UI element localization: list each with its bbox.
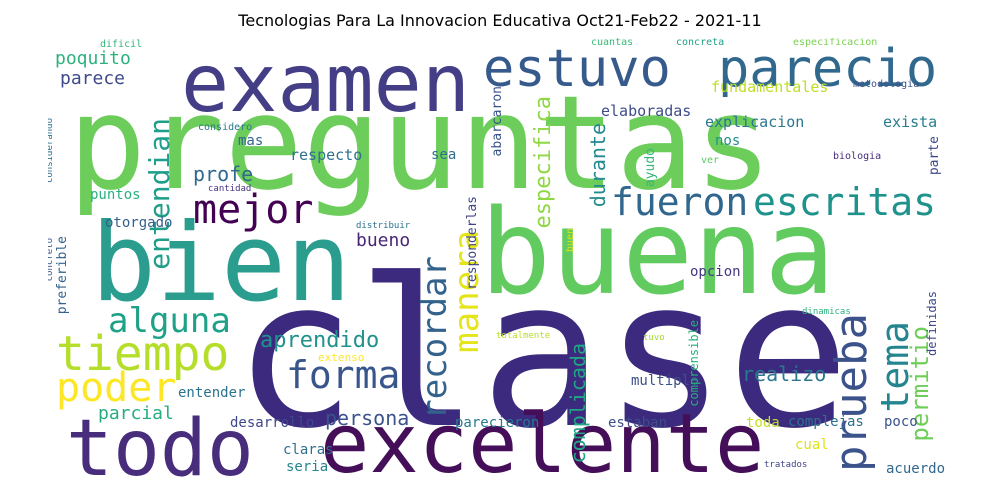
word-exista: exista bbox=[883, 113, 938, 131]
word-entendian: entendian bbox=[143, 118, 176, 270]
word-fundamentales: fundamentales bbox=[711, 78, 829, 96]
word-tratados: tratados bbox=[764, 460, 808, 470]
word-considerando: considerando bbox=[48, 118, 55, 184]
word-claras: claras bbox=[283, 442, 334, 458]
word-ayudo: ayudo bbox=[643, 148, 658, 188]
word-alguna: alguna bbox=[108, 301, 231, 341]
word-concreto: concreto bbox=[48, 238, 55, 282]
word-sea: sea bbox=[431, 147, 457, 163]
word-preguntas: preguntas bbox=[68, 67, 773, 219]
word-persona: persona bbox=[325, 406, 410, 430]
word-distribuir: distribuir bbox=[356, 221, 411, 231]
word-clase: clase bbox=[233, 236, 851, 474]
word-parecieron: parecieron bbox=[455, 415, 540, 431]
word-tuvo: tuvo bbox=[643, 333, 665, 343]
word-desarrollo: desarrollo bbox=[230, 415, 315, 431]
word-dinamicas: dinamicas bbox=[802, 307, 851, 317]
word-explicacion: explicacion bbox=[705, 113, 805, 131]
word-abarcaron: abarcaron bbox=[490, 86, 505, 157]
word-prueba: prueba bbox=[826, 313, 877, 472]
word-especificacion: especificacion bbox=[793, 38, 878, 48]
word-estaban: estaban bbox=[608, 415, 668, 431]
word-aprendido: aprendido bbox=[260, 328, 380, 353]
word-toda: toda bbox=[746, 415, 780, 431]
word-opcion: opcion bbox=[690, 264, 741, 280]
word-especifica: especifica bbox=[531, 96, 556, 229]
word-totalmente: totalmente bbox=[496, 331, 551, 341]
word-parecio: parecio bbox=[718, 39, 938, 99]
word-comprensible: comprensible bbox=[687, 320, 701, 407]
word-buena: buena bbox=[480, 183, 836, 321]
word-definidas: definidas bbox=[925, 291, 939, 357]
word-escritas: escritas bbox=[753, 180, 937, 224]
word-puntos: puntos bbox=[90, 187, 141, 203]
word-fueron: fueron bbox=[611, 180, 749, 224]
word-otorgado: otorgado bbox=[105, 215, 173, 231]
word-preferible: preferible bbox=[55, 236, 70, 315]
word-examen: examen bbox=[181, 38, 470, 130]
word-dificil: dificil bbox=[100, 39, 143, 50]
word-excelente: excelente bbox=[320, 397, 765, 486]
word-realizo: realizo bbox=[742, 362, 827, 386]
word-todo: todo bbox=[66, 404, 254, 486]
word-cloud: preguntas clase buena bien examen estuvo… bbox=[48, 38, 952, 486]
word-multiple: multiple bbox=[631, 373, 699, 389]
word-mejor: mejor bbox=[193, 187, 314, 233]
word-cuantas: cuantas bbox=[591, 38, 634, 48]
word-bien: bien bbox=[91, 201, 352, 326]
word-complicada: complicada bbox=[566, 343, 590, 464]
word-tiempo: tiempo bbox=[56, 326, 230, 382]
word-nos: nos bbox=[715, 133, 741, 149]
word-poder: poder bbox=[56, 365, 177, 411]
word-elaboradas: elaboradas bbox=[601, 102, 692, 120]
word-entender: entender bbox=[178, 385, 246, 401]
word-parece: parece bbox=[60, 68, 126, 89]
word-parte: parte bbox=[927, 136, 942, 176]
word-cantidad: cantidad bbox=[208, 184, 252, 194]
word-cual: cual bbox=[795, 437, 829, 453]
word-buen: buen bbox=[565, 228, 576, 253]
word-mas: mas bbox=[238, 133, 264, 149]
word-parcial: parcial bbox=[98, 403, 174, 424]
word-considero: considero bbox=[198, 122, 253, 133]
word-metodologia: metodologia bbox=[853, 79, 920, 90]
word-complejas: complejas bbox=[788, 414, 864, 430]
word-bueno: bueno bbox=[356, 230, 411, 251]
word-estuvo: estuvo bbox=[483, 39, 671, 99]
word-seria: seria bbox=[286, 459, 329, 475]
word-concreta: concreta bbox=[676, 38, 725, 48]
word-biologia: biologia bbox=[833, 151, 882, 162]
word-durante: durante bbox=[586, 123, 610, 208]
word-profe: profe bbox=[193, 162, 254, 186]
word-extenso: extenso bbox=[318, 351, 365, 364]
page-title: Tecnologias Para La Innovacion Educativa… bbox=[238, 11, 762, 30]
word-responderlas: responderlas bbox=[465, 196, 480, 290]
word-forma: forma bbox=[286, 353, 401, 397]
word-ver: ver bbox=[701, 155, 720, 166]
word-acuerdo: acuerdo bbox=[886, 461, 946, 477]
word-poquito: poquito bbox=[55, 48, 131, 69]
word-respecto: respecto bbox=[290, 146, 363, 164]
word-poco: poco bbox=[884, 414, 918, 430]
